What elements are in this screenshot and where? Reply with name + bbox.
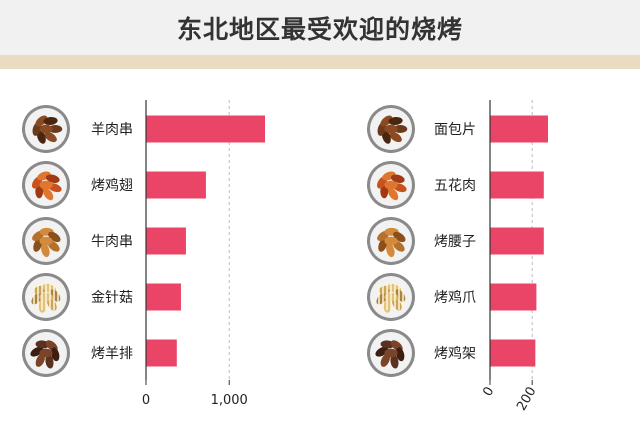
decorative-band: [0, 55, 640, 69]
category-label-0-2: 牛肉串: [91, 234, 133, 250]
lamb-skewer-photo-icon: [22, 105, 70, 153]
title-bar: [0, 0, 640, 55]
lamb-chop-photo-icon: [22, 329, 70, 377]
bar-0-1: [146, 171, 206, 199]
bread-slice-photo-icon: [367, 105, 415, 153]
chicken-feet-photo-icon: [367, 273, 415, 321]
bar-0-4: [146, 339, 177, 367]
x-tick-label-1-0: 0: [480, 385, 497, 400]
enoki-mushroom-photo-icon: [22, 273, 70, 321]
bar-0-0: [146, 115, 265, 143]
chart-title: 东北地区最受欢迎的烧烤: [176, 15, 463, 44]
bar-1-4: [490, 339, 536, 367]
grilled-chicken-wing-photo-icon: [22, 161, 70, 209]
category-label-1-2: 烤腰子: [434, 234, 476, 250]
category-label-1-4: 烤鸡架: [434, 345, 476, 362]
x-tick-label-0-0: 0: [142, 393, 150, 408]
bar-1-3: [490, 283, 537, 311]
bar-1-2: [490, 227, 544, 255]
bar-0-2: [146, 227, 186, 255]
category-label-1-0: 面包片: [434, 122, 476, 138]
bar-1-1: [490, 171, 544, 199]
pork-belly-photo-icon: [367, 161, 415, 209]
x-tick-label-0-1: 1,000: [211, 393, 248, 408]
beef-skewer-photo-icon: [22, 217, 70, 265]
grilled-kidney-photo-icon: [367, 217, 415, 265]
category-label-0-3: 金针菇: [91, 290, 133, 306]
category-label-0-0: 羊肉串: [91, 122, 133, 138]
chicken-rack-photo-icon: [367, 329, 415, 377]
bar-1-0: [490, 115, 548, 143]
x-tick-label-1-1: 200: [514, 385, 539, 414]
category-label-0-1: 烤鸡翅: [91, 177, 133, 194]
bar-0-3: [146, 283, 181, 311]
category-label-1-3: 烤鸡爪: [434, 289, 476, 306]
category-label-0-4: 烤羊排: [91, 346, 133, 362]
category-label-1-1: 五花肉: [434, 178, 476, 194]
